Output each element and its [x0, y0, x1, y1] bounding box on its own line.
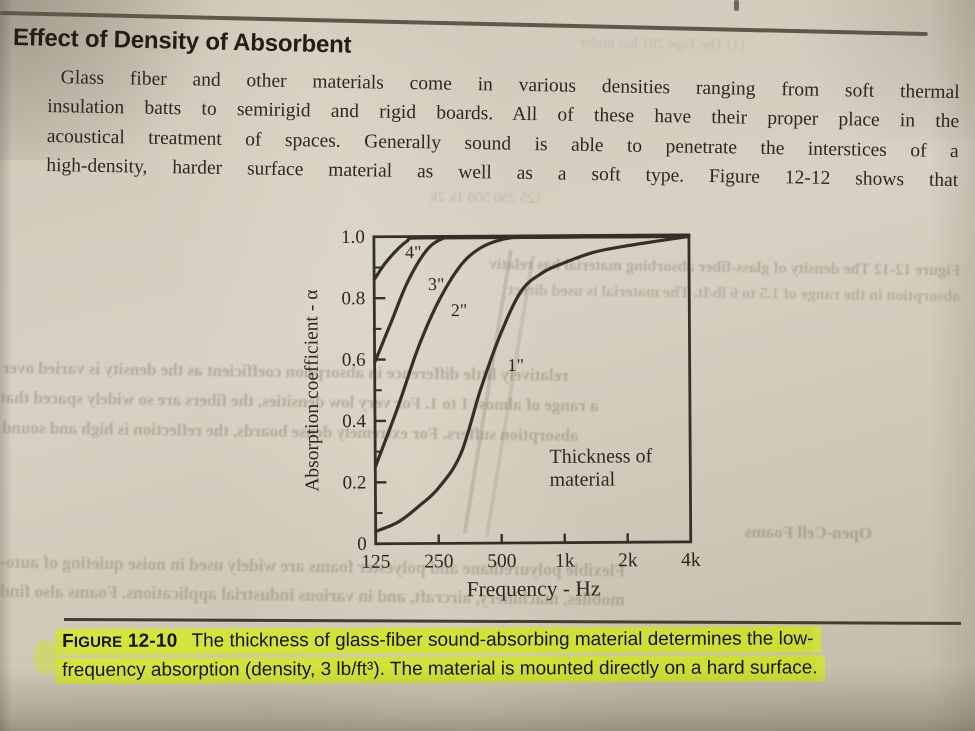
caption-line-1: FIGURE 12-10 The thickness of glass-fiber…	[62, 625, 956, 657]
x-tick-label: 250	[424, 551, 453, 572]
highlighter-smudge	[31, 638, 61, 676]
x-tick-label: 1k	[555, 551, 575, 572]
caption-line-2: frequency absorption (density, 3 lb/ft³)…	[62, 654, 956, 685]
x-tick-label: 4k	[681, 550, 701, 571]
caption-label: FIGURE 12-10	[62, 630, 178, 652]
y-axis-title: Absorption coefficient - α	[301, 290, 323, 492]
curve-label: 3"	[428, 274, 444, 294]
chart-annotation: material	[550, 468, 616, 490]
bleedthrough-text: (1) The Tape 201 has under	[579, 34, 745, 54]
y-tick-label: 0.6	[342, 350, 366, 371]
body-paragraph: Glass fiber and other materials come in …	[46, 63, 960, 196]
bleedthrough-text: Open-Cell Foams	[744, 522, 873, 543]
section-heading: Effect of Density of Absorbent	[12, 24, 352, 59]
curve-1in	[374, 234, 691, 534]
paper-shadow-left	[0, 0, 12, 731]
figure-12-10-chart: 0 0.2 0.4 0.6 0.8 1.0 125 250 500 1k 2k 4k Frequency…	[295, 227, 713, 616]
bleedthrough-streak	[462, 249, 513, 534]
chart-annotation: Thickness of	[549, 445, 652, 468]
page-edge-mark	[734, 0, 739, 11]
bleedthrough-text: 125 250 500 1k 2k	[429, 189, 543, 207]
y-tick-label: 0.4	[342, 411, 366, 432]
caption-text: frequency absorption (density, 3 lb/ft³)…	[62, 655, 818, 684]
caption-rule	[63, 618, 961, 625]
absorption-chart: 0 0.2 0.4 0.6 0.8 1.0 125 250 500 1k 2k 4k Frequency…	[301, 227, 701, 601]
caption-text: The thickness of glass-fiber sound-absor…	[191, 628, 814, 652]
x-axis-title: Frequency - Hz	[467, 576, 601, 601]
curve-label: 2"	[451, 300, 467, 320]
x-tick-label: 500	[487, 551, 516, 572]
bleedthrough-streak	[484, 255, 535, 538]
curve-2in	[373, 234, 691, 469]
curve-label: 1"	[508, 355, 524, 375]
figure-caption: FIGURE 12-10 The thickness of glass-fiber…	[62, 625, 956, 685]
y-tick-label: 0.8	[341, 288, 365, 309]
y-tick-label: 1.0	[341, 227, 365, 248]
y-tick-label: 0.2	[343, 472, 367, 493]
x-tick-label: 125	[361, 552, 390, 573]
curve-label: 4"	[405, 242, 421, 262]
y-tick-label: 0	[357, 534, 367, 555]
x-tick-label: 2k	[618, 550, 638, 571]
